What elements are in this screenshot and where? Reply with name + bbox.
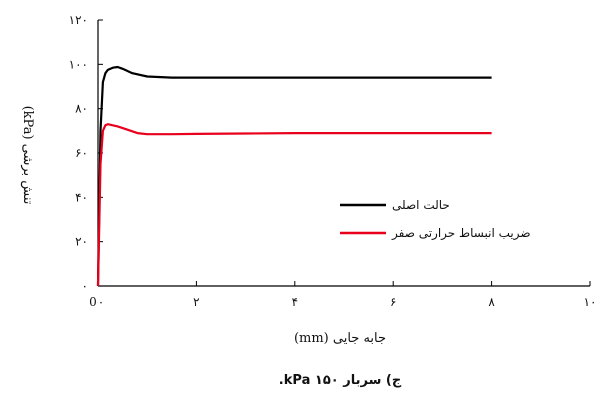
x-origin-label: 0 <box>89 295 97 309</box>
legend-label-2: ضریب انبساط حرارتی صفر <box>391 226 531 241</box>
legend: حالت اصلی ضریب انبساط حرارتی صفر <box>340 198 531 241</box>
x-tick-label: ۶ <box>390 295 396 309</box>
y-axis-label: تنش برشی (kPa) <box>20 106 35 205</box>
x-tick-label: ۲ <box>193 295 199 309</box>
y-tick-label: ۶۰ <box>75 146 88 160</box>
x-axis-ticks: ۰ ۲ ۴ ۶ ۸ ۱۰ 0 <box>89 281 596 309</box>
x-tick-label: ۰ <box>98 295 104 309</box>
y-tick-label: ۰ <box>82 279 88 293</box>
series-lines <box>96 65 492 287</box>
y-tick-label: ۲۰ <box>75 235 88 249</box>
x-tick-label: ۱۰ <box>584 295 597 309</box>
y-tick-label: ۱۰۰ <box>69 57 88 71</box>
figure-caption: ج) سربار ۱۵۰ kPa. <box>279 373 402 388</box>
y-tick-label: ۸۰ <box>75 102 88 116</box>
legend-label-1: حالت اصلی <box>392 198 450 212</box>
y-tick-label: ۴۰ <box>75 190 88 204</box>
y-tick-label: ۱۲۰ <box>69 13 88 27</box>
x-tick-label: ۴ <box>292 295 298 309</box>
x-axis-label: جابه جایی (mm) <box>294 331 386 346</box>
x-tick-label: ۸ <box>488 295 495 309</box>
series-line-2 <box>96 123 492 287</box>
series-line-1 <box>96 65 492 287</box>
axes <box>97 20 590 287</box>
